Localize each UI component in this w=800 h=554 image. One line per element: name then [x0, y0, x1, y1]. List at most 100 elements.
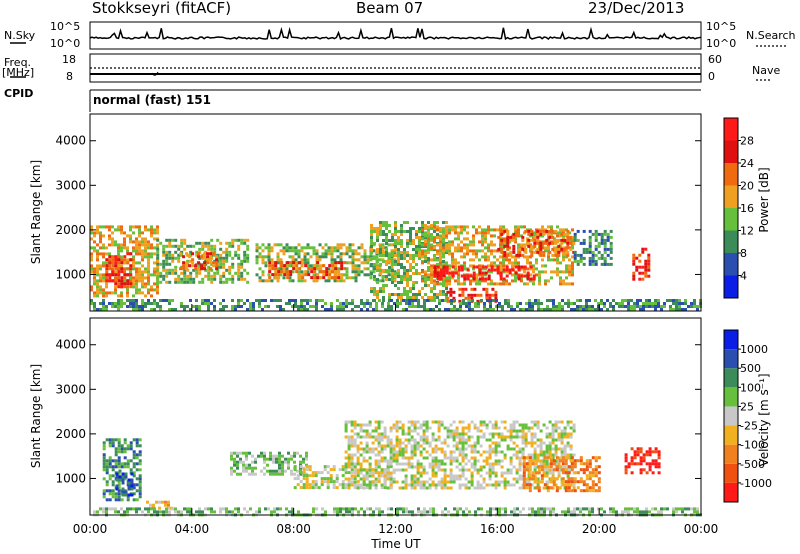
scatter-cell: [516, 302, 519, 305]
scatter-cell: [573, 465, 577, 469]
scatter-cell: [198, 280, 202, 284]
scatter-cell: [117, 255, 121, 259]
scatter-cell: [303, 279, 307, 283]
scatter-cell: [344, 462, 348, 466]
scatter-cell: [272, 460, 275, 464]
scatter-cell: [359, 426, 363, 430]
scatter-cell: [612, 305, 615, 308]
scatter-cell: [461, 453, 465, 457]
scatter-cell: [657, 305, 660, 308]
scatter-cell: [458, 450, 462, 454]
scatter-cell: [182, 255, 186, 259]
scatter-cell: [162, 259, 166, 263]
scatter-cell: [654, 447, 658, 451]
scatter-cell: [141, 299, 144, 302]
scatter-cell: [216, 238, 220, 242]
scatter-cell: [210, 268, 214, 272]
scatter-cell: [627, 462, 631, 466]
scatter-cell: [105, 252, 108, 256]
scatter-cell: [96, 228, 99, 232]
scatter-cell: [476, 293, 480, 297]
scatter-cell: [585, 468, 589, 472]
scatter-cell: [203, 267, 207, 271]
scatter-cell: [285, 302, 288, 305]
scatter-cell: [153, 228, 156, 232]
scatter-cell: [553, 270, 556, 274]
scatter-cell: [415, 263, 418, 266]
scatter-cell: [135, 468, 139, 472]
scatter-cell: [543, 483, 547, 487]
scatter-cell: [525, 465, 529, 469]
scatter-cell: [485, 423, 489, 427]
scatter-cell: [472, 277, 476, 281]
scatter-cell: [497, 247, 501, 251]
scatter-cell: [591, 250, 595, 254]
scatter-cell: [588, 241, 592, 245]
scatter-cell: [386, 465, 390, 469]
scatter-cell: [117, 305, 120, 308]
scatter-cell: [642, 468, 646, 472]
scatter-cell: [363, 510, 366, 514]
scatter-cell: [479, 468, 483, 472]
scatter-cell: [457, 273, 460, 277]
scatter-cell: [123, 258, 126, 262]
scatter-cell: [633, 302, 636, 305]
scatter-cell: [114, 510, 117, 514]
scatter-cell: [353, 426, 357, 430]
scatter-cell: [338, 468, 342, 472]
scatter-cell: [563, 453, 567, 457]
scatter-cell: [401, 447, 405, 451]
scatter-cell: [464, 486, 468, 490]
scatter-cell: [515, 477, 519, 481]
scatter-cell: [201, 280, 205, 284]
scatter-cell: [563, 432, 567, 436]
scatter-cell: [371, 468, 375, 472]
scatter-cell: [402, 510, 405, 514]
scatter-cell: [274, 270, 278, 274]
scatter-cell: [569, 453, 573, 457]
scatter-cell: [568, 231, 571, 235]
scatter-cell: [195, 271, 199, 275]
scatter-cell: [651, 462, 655, 466]
scatter-cell: [354, 276, 358, 280]
scatter-cell: [571, 264, 574, 268]
scatter-cell: [476, 450, 480, 454]
scatter-cell: [252, 305, 255, 308]
scatter-cell: [267, 305, 270, 308]
scatter-cell: [333, 258, 337, 262]
scatter-cell: [231, 308, 234, 311]
scatter-cell: [404, 447, 408, 451]
scatter-cell: [93, 234, 96, 238]
scatter-cell: [669, 299, 672, 302]
scatter-cell: [174, 280, 178, 284]
scatter-cell: [391, 260, 394, 263]
scatter-cell: [362, 486, 366, 490]
scatter-cell: [424, 276, 427, 280]
scatter-cell: [407, 432, 411, 436]
scatter-cell: [373, 293, 376, 296]
scatter-cell: [675, 302, 678, 305]
scatter-cell: [600, 253, 604, 257]
scatter-cell: [522, 474, 526, 478]
scatter-cell: [568, 270, 571, 274]
scatter-cell: [549, 480, 553, 484]
scatter-cell: [380, 459, 384, 463]
scatter-cell: [552, 507, 555, 511]
scatter-cell: [482, 420, 486, 424]
scatter-cell: [290, 472, 293, 476]
scatter-cell: [387, 305, 390, 308]
colorbar-segment: [724, 482, 738, 502]
scatter-cell: [472, 274, 476, 278]
scatter-cell: [309, 299, 312, 302]
scatter-cell: [307, 267, 311, 271]
scatter-cell: [327, 249, 331, 253]
scatter-cell: [177, 280, 181, 284]
scatter-cell: [438, 308, 441, 311]
scatter-cell: [105, 462, 109, 466]
scatter-cell: [466, 252, 469, 256]
scatter-cell: [135, 462, 139, 466]
scatter-cell: [102, 465, 106, 469]
scatter-cell: [478, 264, 481, 268]
scatter-cell: [558, 486, 562, 490]
scatter-cell: [150, 246, 153, 250]
